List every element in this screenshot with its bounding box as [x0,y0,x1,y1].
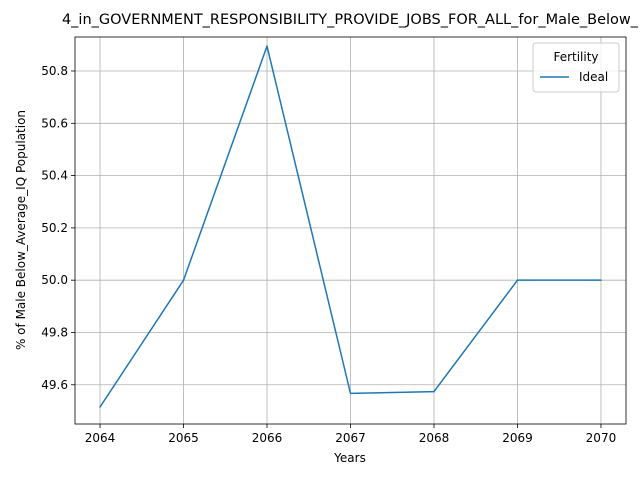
legend-label-ideal: Ideal [579,70,608,84]
x-tick-label: 2069 [502,431,533,445]
x-axis: 2064 2065 2066 2067 2068 2069 2070 [85,424,616,445]
y-tick-label: 50.6 [41,116,68,130]
x-axis-label: Years [333,451,366,465]
data-point [349,392,352,395]
data-point [433,390,435,393]
x-tick-label: 2068 [419,431,450,445]
x-tick-label: 2070 [586,431,617,445]
chart-title: 4_in_GOVERNMENT_RESPONSIBILITY_PROVIDE_J… [62,12,639,28]
y-tick-label: 50.8 [41,64,68,78]
data-point [516,279,519,281]
y-axis: 49.6 49.8 50.0 50.2 50.4 50.6 50.8 [41,64,75,392]
y-tick-label: 50.4 [41,169,68,183]
series-layer [99,45,602,408]
x-tick-label: 2064 [85,431,116,445]
y-tick-label: 50.2 [41,221,68,235]
x-tick-label: 2066 [252,431,283,445]
data-point [182,279,185,281]
y-tick-label: 49.6 [41,378,68,392]
x-tick-label: 2067 [335,431,366,445]
y-tick-label: 49.8 [41,325,68,339]
data-point [600,279,602,281]
y-axis-label: % of Male Below_Average_IQ Population [14,110,28,350]
legend-box [532,42,620,93]
y-tick-label: 50.0 [41,273,68,287]
x-tick-label: 2065 [168,431,199,445]
legend: Fertility Ideal [532,42,620,93]
data-point [266,45,268,47]
legend-title: Fertility [553,50,598,64]
data-point [99,406,101,408]
